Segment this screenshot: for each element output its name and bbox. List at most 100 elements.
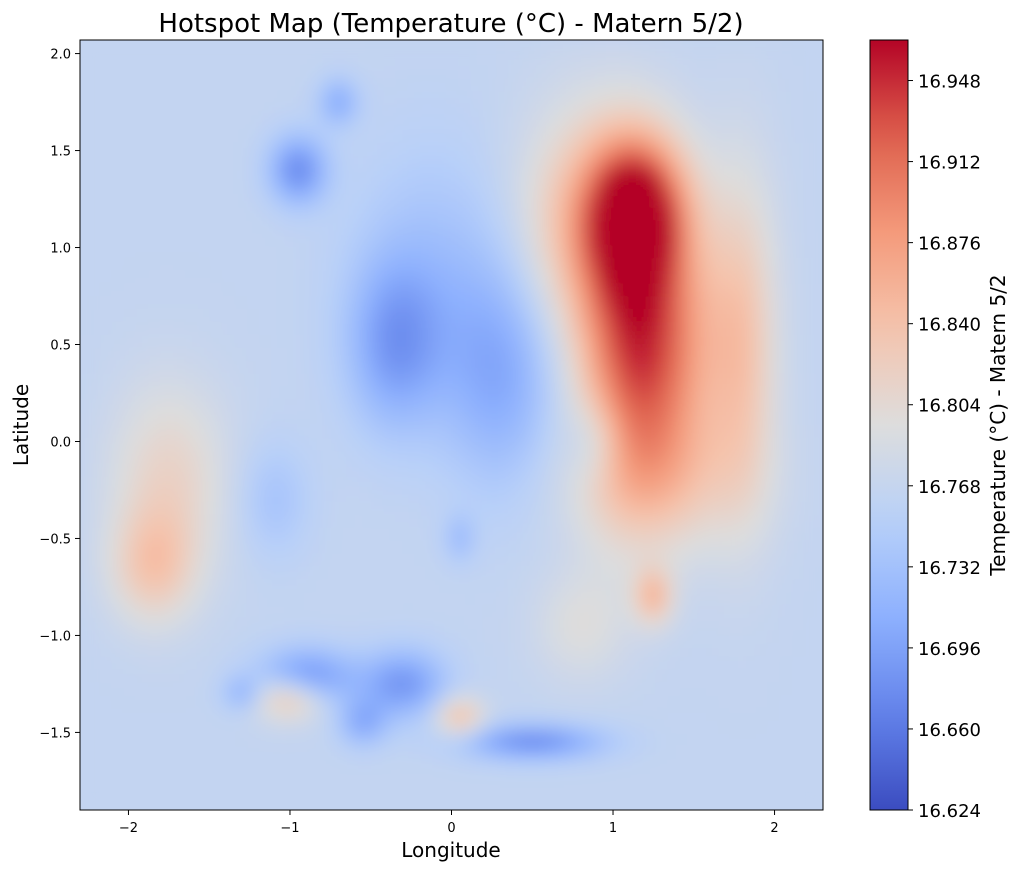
heatmap-cell (476, 142, 490, 157)
heatmap-cell (290, 604, 304, 619)
heatmap-cell (538, 232, 552, 246)
heatmap-cell (649, 129, 663, 144)
heatmap-cell (426, 399, 440, 413)
heatmap-cell (612, 245, 626, 259)
heatmap-cell (315, 527, 329, 542)
heatmap-cell (290, 360, 304, 375)
heatmap-cell (711, 360, 725, 375)
heatmap-cell (389, 476, 403, 490)
heatmap-cell (575, 91, 589, 105)
heatmap-cell (364, 322, 378, 336)
heatmap-cell (662, 194, 675, 208)
heatmap-cell (154, 91, 168, 105)
heatmap-cell (340, 194, 354, 208)
heatmap-cell (699, 540, 713, 554)
heatmap-cell (414, 104, 428, 118)
heatmap-cell (426, 296, 440, 311)
heatmap-cell (228, 283, 242, 298)
heatmap-cell (637, 194, 651, 208)
heatmap-cell (711, 733, 725, 747)
heatmap-cell (240, 91, 254, 105)
heatmap-cell (451, 566, 465, 580)
heatmap-cell (364, 104, 378, 118)
heatmap-cell (203, 373, 217, 388)
heatmap-cell (810, 745, 823, 760)
heatmap-cell (736, 386, 750, 400)
heatmap-cell (501, 322, 515, 336)
heatmap-cell (377, 348, 391, 362)
heatmap-cell (562, 399, 576, 413)
heatmap-cell (575, 758, 589, 773)
heatmap-cell (228, 91, 242, 105)
heatmap-cell (179, 399, 193, 413)
heatmap-cell (302, 335, 316, 349)
heatmap-cell (129, 322, 143, 336)
heatmap-cell (513, 668, 527, 683)
heatmap-cell (426, 553, 440, 567)
heatmap-cell (463, 604, 477, 619)
heatmap-cell (463, 656, 477, 670)
heatmap-cell (798, 168, 812, 182)
heatmap-cell (674, 206, 688, 221)
heatmap-cell (476, 579, 490, 593)
heatmap-cell (141, 142, 155, 157)
heatmap-cell (612, 219, 626, 234)
heatmap-cell (191, 720, 205, 734)
heatmap-cell (798, 797, 812, 810)
heatmap-cell (525, 643, 539, 657)
heatmap-cell (476, 104, 490, 118)
heatmap-cell (525, 566, 539, 580)
heatmap-cell (340, 745, 354, 760)
heatmap-cell (302, 322, 316, 336)
heatmap-cell (463, 232, 477, 246)
heatmap-cell (513, 258, 527, 272)
heatmap-cell (587, 450, 601, 465)
heatmap-cell (674, 40, 688, 54)
heatmap-cell (699, 694, 713, 708)
heatmap-cell (723, 129, 737, 144)
heatmap-cell (612, 194, 626, 208)
heatmap-cell (179, 668, 193, 683)
heatmap-cell (340, 463, 354, 477)
heatmap-cell (439, 181, 453, 195)
heatmap-cell (451, 258, 465, 272)
heatmap-cell (278, 155, 292, 169)
heatmap-cell (327, 437, 341, 452)
heatmap-cell (104, 668, 118, 683)
heatmap-cell (327, 271, 341, 285)
heatmap-cell (240, 579, 254, 593)
heatmap-cell (785, 155, 799, 169)
heatmap-cell (278, 322, 292, 336)
heatmap-cell (290, 617, 304, 631)
heatmap-cell (290, 643, 304, 657)
heatmap-cell (736, 258, 750, 272)
heatmap-cell (451, 733, 465, 747)
heatmap-cell (624, 258, 638, 272)
heatmap-cell (723, 617, 737, 631)
heatmap-cell (302, 78, 316, 92)
heatmap-cell (104, 604, 118, 619)
heatmap-cell (550, 168, 564, 182)
heatmap-cell (203, 399, 217, 413)
heatmap-cell (426, 283, 440, 298)
heatmap-cell (327, 52, 341, 67)
heatmap-cell (191, 476, 205, 490)
heatmap-cell (154, 668, 168, 683)
heatmap-cell (166, 52, 180, 67)
heatmap-cell (649, 258, 663, 272)
heatmap-cell (649, 591, 663, 606)
heatmap-cell (377, 129, 391, 144)
heatmap-cell (426, 373, 440, 388)
heatmap-cell (154, 206, 168, 221)
heatmap-cell (699, 271, 713, 285)
heatmap-cell (773, 232, 787, 246)
heatmap-cell (513, 797, 527, 810)
heatmap-cell (179, 476, 193, 490)
heatmap-cell (550, 348, 564, 362)
heatmap-cell (637, 745, 651, 760)
heatmap-cell (562, 91, 576, 105)
heatmap-cell (340, 617, 354, 631)
heatmap-cell (538, 771, 552, 785)
heatmap-cell (389, 604, 403, 619)
heatmap-cell (674, 668, 688, 683)
